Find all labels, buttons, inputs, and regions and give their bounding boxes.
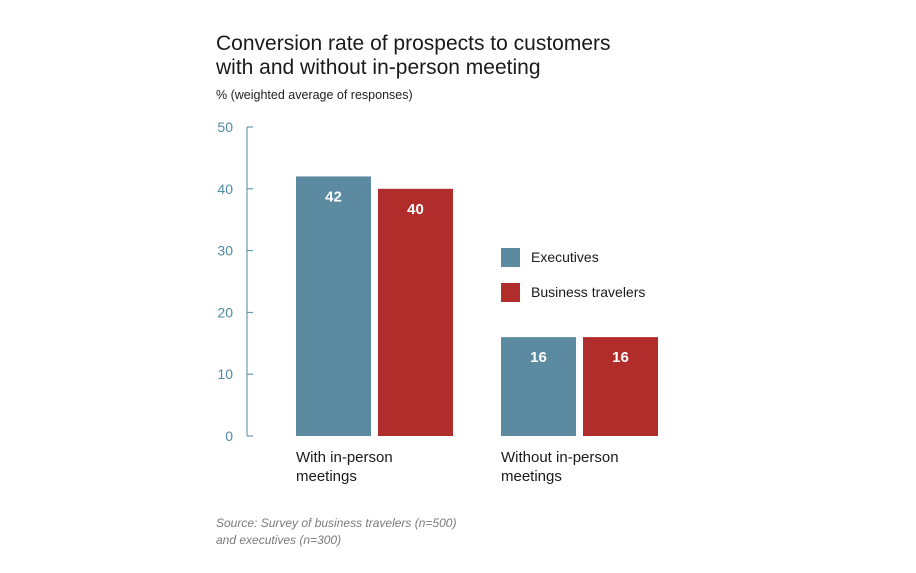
x-category-label-line: Without in-person [501,449,619,466]
chart-title-line-1: Conversion rate of prospects to customer… [216,32,611,55]
x-category-label-line: meetings [296,468,357,485]
chart-title: Conversion rate of prospects to customer… [216,32,776,80]
bar-value-label: 16 [530,349,547,366]
bar-executives [501,337,576,436]
y-tick-label: 20 [217,304,233,320]
bar-business-travelers [378,188,453,436]
y-tick-label: 0 [225,428,233,444]
y-tick-label: 40 [217,181,233,197]
bar-value-label: 42 [325,188,342,205]
legend-label: Business travelers [531,284,645,300]
bar-executives [296,176,371,436]
y-tick-label: 50 [217,119,233,135]
chart-title-line-2: with and without in-person meeting [216,56,541,79]
y-tick-label: 30 [217,243,233,259]
legend-swatch [501,248,520,267]
legend-label: Executives [531,249,599,265]
x-category-label-line: meetings [501,468,562,485]
legend-swatch [501,283,520,302]
x-category-label-line: With in-person [296,449,393,466]
bar-business-travelers [583,337,658,436]
chart-subtitle: % (weighted average of responses) [216,88,413,102]
source-line-1: Source: Survey of business travelers (n=… [216,516,457,530]
y-tick-label: 10 [217,366,233,382]
source-note: Source: Survey of business travelers (n=… [216,515,456,549]
source-line-2: and executives (n=300) [216,533,342,547]
bar-value-label: 40 [407,201,424,218]
x-category-label: With in-person meetings [296,449,393,485]
bar-value-label: 16 [612,349,629,366]
x-category-label: Without in-person meetings [501,449,619,485]
